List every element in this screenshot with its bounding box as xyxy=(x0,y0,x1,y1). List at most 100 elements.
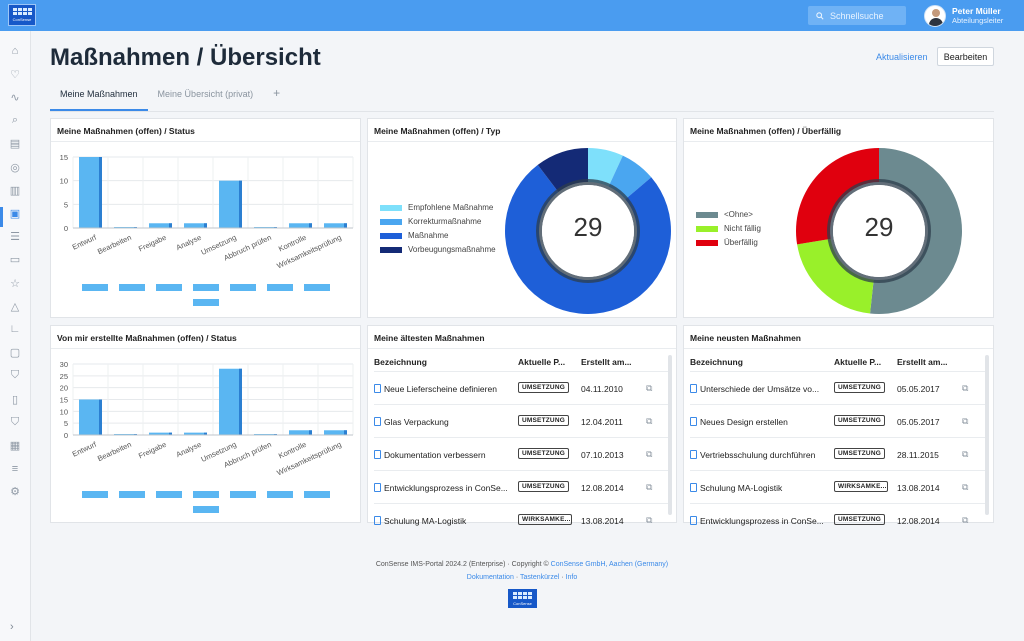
external-link-icon[interactable]: ⧉ xyxy=(962,416,969,426)
col-created[interactable]: Erstellt am... xyxy=(581,357,632,367)
measure-name[interactable]: Dokumentation verbessern xyxy=(384,450,486,460)
legend-swatch[interactable] xyxy=(230,284,256,291)
shield-icon[interactable]: ⛉ xyxy=(10,369,20,382)
legend-swatch[interactable] xyxy=(193,284,219,291)
external-link-icon[interactable]: ⧉ xyxy=(962,449,969,459)
tab-my-overview[interactable]: Meine Übersicht (privat) xyxy=(157,89,254,99)
legend-swatch[interactable] xyxy=(267,284,293,291)
info-link[interactable]: Info xyxy=(565,574,578,581)
measure-name[interactable]: Schulung MA-Logistik xyxy=(700,483,783,493)
list-icon[interactable]: ☰ xyxy=(10,231,20,244)
measure-name[interactable]: Vertriebsschulung durchführen xyxy=(700,450,816,460)
add-tab-button[interactable]: + xyxy=(273,86,281,100)
legend-swatch[interactable] xyxy=(82,491,108,498)
bar-analyse[interactable] xyxy=(184,223,207,228)
legend-item[interactable]: <Ohne> xyxy=(696,210,753,219)
legend-item[interactable]: Vorbeugungsmaßnahme xyxy=(380,245,496,254)
chart-list-icon[interactable]: ≡ xyxy=(11,462,19,475)
scrollbar[interactable] xyxy=(668,355,672,515)
badge-icon[interactable]: ▢ xyxy=(9,347,21,360)
home-icon[interactable]: ⌂ xyxy=(11,45,19,57)
col-name[interactable]: Bezeichnung xyxy=(690,357,743,367)
external-link-icon[interactable]: ⧉ xyxy=(646,449,653,459)
legend-swatch[interactable] xyxy=(193,491,219,498)
legend-item[interactable]: Korrekturmaßnahme xyxy=(380,217,481,226)
company-link[interactable]: ConSense GmbH, Aachen (Germany) xyxy=(550,561,669,568)
measure-name[interactable]: Entwicklungsprozess in ConSe... xyxy=(384,483,508,493)
legend-swatch[interactable] xyxy=(156,491,182,498)
table-row[interactable]: Glas Verpackung UMSETZUNG 12.04.2011 ⧉ xyxy=(374,404,669,437)
table-row[interactable]: Schulung MA-Logistik WIRKSAMKE... 13.08.20… xyxy=(690,470,985,503)
bar-kontrolle[interactable] xyxy=(289,430,312,435)
legend-item[interactable]: Empfohlene Maßnahme xyxy=(380,203,493,212)
documentation-link[interactable]: Dokumentation xyxy=(466,574,514,581)
table-row[interactable]: Entwicklungsprozess in ConSe... UMSETZUNG… xyxy=(374,470,669,503)
measure-name[interactable]: Entwicklungsprozess in ConSe... xyxy=(700,516,824,526)
page-icon[interactable]: ▯ xyxy=(11,393,19,406)
table-row[interactable]: Schulung MA-Logistik WIRKSAMKE... 13.08.20… xyxy=(374,503,669,536)
legend-swatch[interactable] xyxy=(304,491,330,498)
search-icon[interactable]: ⌕ xyxy=(11,114,19,127)
bar-entwurf[interactable] xyxy=(79,399,102,436)
activity-icon[interactable]: ∿ xyxy=(10,91,20,104)
legend-swatch[interactable] xyxy=(230,491,256,498)
chevron-right-icon[interactable]: › xyxy=(10,621,14,633)
table-row[interactable]: Neues Design erstellen UMSETZUNG 05.05.201… xyxy=(690,404,985,437)
table-row[interactable]: Neue Lieferscheine definieren UMSETZUNG 04… xyxy=(374,371,669,404)
scrollbar[interactable] xyxy=(985,355,989,515)
external-link-icon[interactable]: ⧉ xyxy=(646,515,653,525)
user-menu[interactable]: Peter Müller Abteilungsleiter xyxy=(924,3,1003,28)
slice-empfohlene-maßnahme[interactable] xyxy=(588,148,623,187)
shield-check-icon[interactable]: ⛉ xyxy=(10,415,20,428)
legend-item[interactable]: Nicht fällig xyxy=(696,224,761,233)
col-phase[interactable]: Aktuelle P... xyxy=(834,357,882,367)
quick-search[interactable]: Schnellsuche xyxy=(808,6,906,25)
bar-freigabe[interactable] xyxy=(149,223,172,228)
bar-entwurf[interactable] xyxy=(79,157,102,228)
heart-icon[interactable]: ♡ xyxy=(10,68,20,81)
external-link-icon[interactable]: ⧉ xyxy=(962,383,969,393)
col-name[interactable]: Bezeichnung xyxy=(374,357,427,367)
slice-korrekturmaßnahme[interactable] xyxy=(608,155,652,200)
chat-icon[interactable]: ▭ xyxy=(9,254,21,267)
refresh-link[interactable]: Aktualisieren xyxy=(876,52,928,62)
calendar-icon[interactable]: ▦ xyxy=(9,439,21,452)
table-row[interactable]: Unterschiede der Umsätze vo... UMSETZUNG 0… xyxy=(690,371,985,404)
shoe-icon[interactable]: ∟ xyxy=(9,323,21,336)
measure-name[interactable]: Glas Verpackung xyxy=(384,417,449,427)
external-link-icon[interactable]: ⧉ xyxy=(962,482,969,492)
legend-swatch[interactable] xyxy=(156,284,182,291)
external-link-icon[interactable]: ⧉ xyxy=(646,482,653,492)
slice-überfällig[interactable] xyxy=(796,148,879,245)
external-link-icon[interactable]: ⧉ xyxy=(962,515,969,525)
legend-swatch[interactable] xyxy=(193,299,219,306)
legend-swatch[interactable] xyxy=(304,284,330,291)
legend-swatch[interactable] xyxy=(82,284,108,291)
slice--ohne-[interactable] xyxy=(870,148,962,314)
external-link-icon[interactable]: ⧉ xyxy=(646,416,653,426)
bar-wirksamkeitsprüfung[interactable] xyxy=(324,430,347,435)
bar-umsetzung[interactable] xyxy=(219,180,242,228)
bar-analyse[interactable] xyxy=(184,432,207,435)
star-icon[interactable]: ☆ xyxy=(10,277,20,290)
table-row[interactable]: Dokumentation verbessern UMSETZUNG 07.10.2… xyxy=(374,437,669,470)
legend-swatch[interactable] xyxy=(119,491,145,498)
measure-name[interactable]: Neue Lieferscheine definieren xyxy=(384,384,497,394)
table-row[interactable]: Vertriebsschulung durchführen UMSETZUNG 28… xyxy=(690,437,985,470)
bar-umsetzung[interactable] xyxy=(219,368,242,435)
table-row[interactable]: Entwicklungsprozess in ConSe... UMSETZUNG… xyxy=(690,503,985,536)
shortcuts-link[interactable]: Tastenkürzel xyxy=(519,574,560,581)
warning-icon[interactable]: △ xyxy=(10,300,20,313)
external-link-icon[interactable]: ⧉ xyxy=(646,383,653,393)
globe-icon[interactable]: ◎ xyxy=(10,161,20,174)
legend-swatch[interactable] xyxy=(193,506,219,513)
measure-name[interactable]: Schulung MA-Logistik xyxy=(384,516,467,526)
legend-swatch[interactable] xyxy=(267,491,293,498)
bar-wirksamkeitsprüfung[interactable] xyxy=(324,223,347,228)
files-icon[interactable]: ▥ xyxy=(9,184,21,197)
consense-logo[interactable]: ConSense xyxy=(8,4,36,26)
slice-nicht-fällig[interactable] xyxy=(797,238,874,314)
legend-item[interactable]: Maßnahme xyxy=(380,231,448,240)
measure-name[interactable]: Neues Design erstellen xyxy=(700,417,788,427)
clipboard-icon[interactable]: ▣ xyxy=(9,207,21,220)
